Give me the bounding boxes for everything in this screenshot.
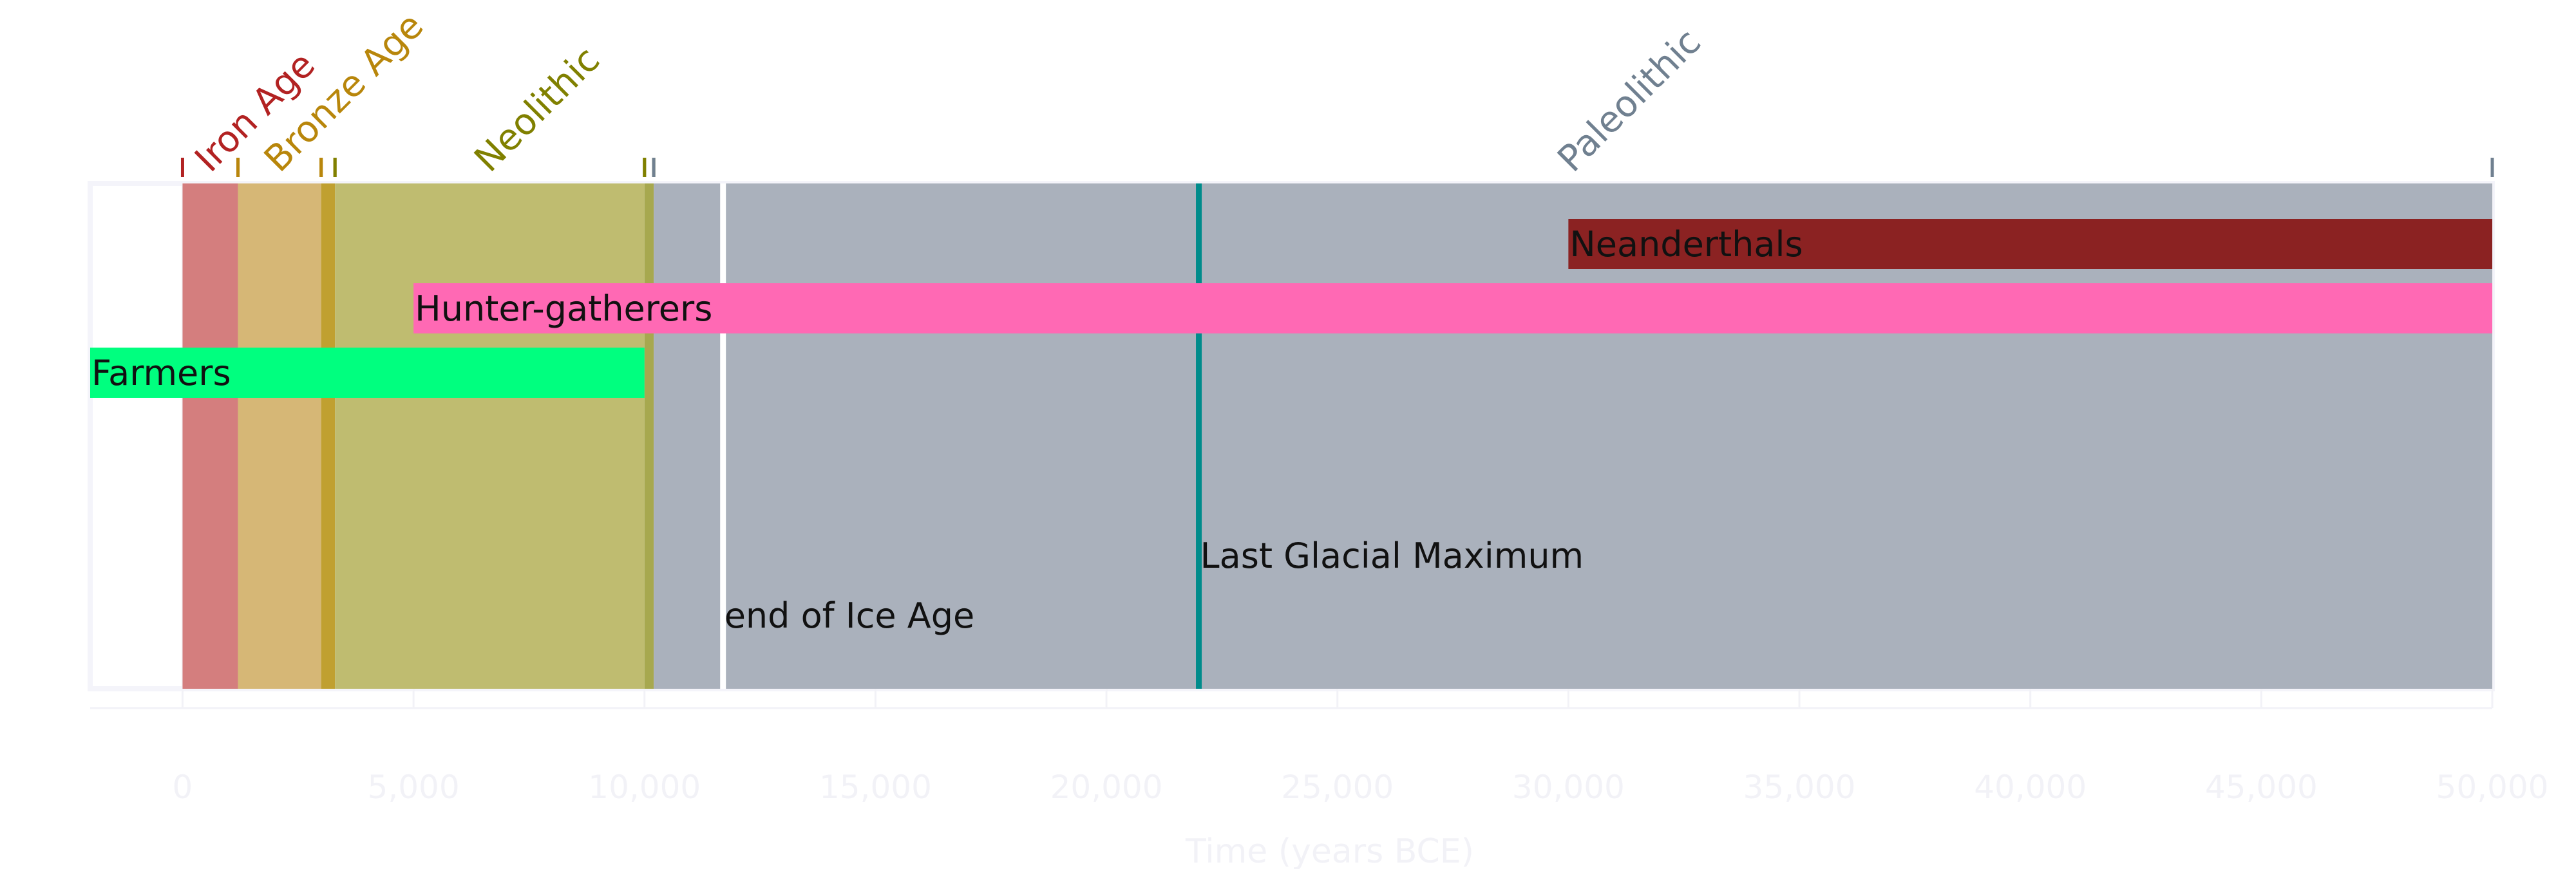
x-tick-label: 40,000 <box>1974 769 2087 806</box>
event-lines: end of Ice Age Last Glacial Maximum <box>720 183 1584 689</box>
series-bar <box>1568 219 2492 269</box>
period-label: Paleolithic <box>1549 21 1709 180</box>
x-tick-label: 20,000 <box>1050 769 1163 806</box>
period-band <box>335 183 645 689</box>
x-tick-label: 25,000 <box>1281 769 1394 806</box>
x-tick-label: 30,000 <box>1512 769 1625 806</box>
series-bar <box>90 348 645 398</box>
x-tick-label: 5,000 <box>368 769 460 806</box>
period-band <box>644 183 654 689</box>
series-bar-label: Neanderthals <box>1569 224 1803 265</box>
x-axis-title: Time (years BCE) <box>1185 832 1474 869</box>
x-tick-label: 45,000 <box>2205 769 2318 806</box>
x-tick-label: 15,000 <box>819 769 932 806</box>
series-bar-label: Hunter-gatherers <box>415 288 712 329</box>
series-bar <box>413 283 2493 333</box>
period-band <box>238 183 321 689</box>
series-bars: Neanderthals Hunter-gatherers Farmers <box>90 219 2493 398</box>
series-bar-label: Farmers <box>91 353 231 393</box>
x-tick-label: 10,000 <box>588 769 701 806</box>
x-tick-label: 0 <box>173 769 193 806</box>
period-label: Neolithic <box>466 39 608 180</box>
event-label: end of Ice Age <box>724 595 975 636</box>
x-tick-label: 35,000 <box>1743 769 1856 806</box>
event-label: Last Glacial Maximum <box>1200 536 1584 576</box>
x-tick-label: 50,000 <box>2436 769 2549 806</box>
x-axis-ticks: 0 5,000 10,000 15,000 20,000 25,000 30,000 35,0… <box>173 769 2549 806</box>
period-band <box>321 183 336 689</box>
period-band <box>182 183 238 689</box>
